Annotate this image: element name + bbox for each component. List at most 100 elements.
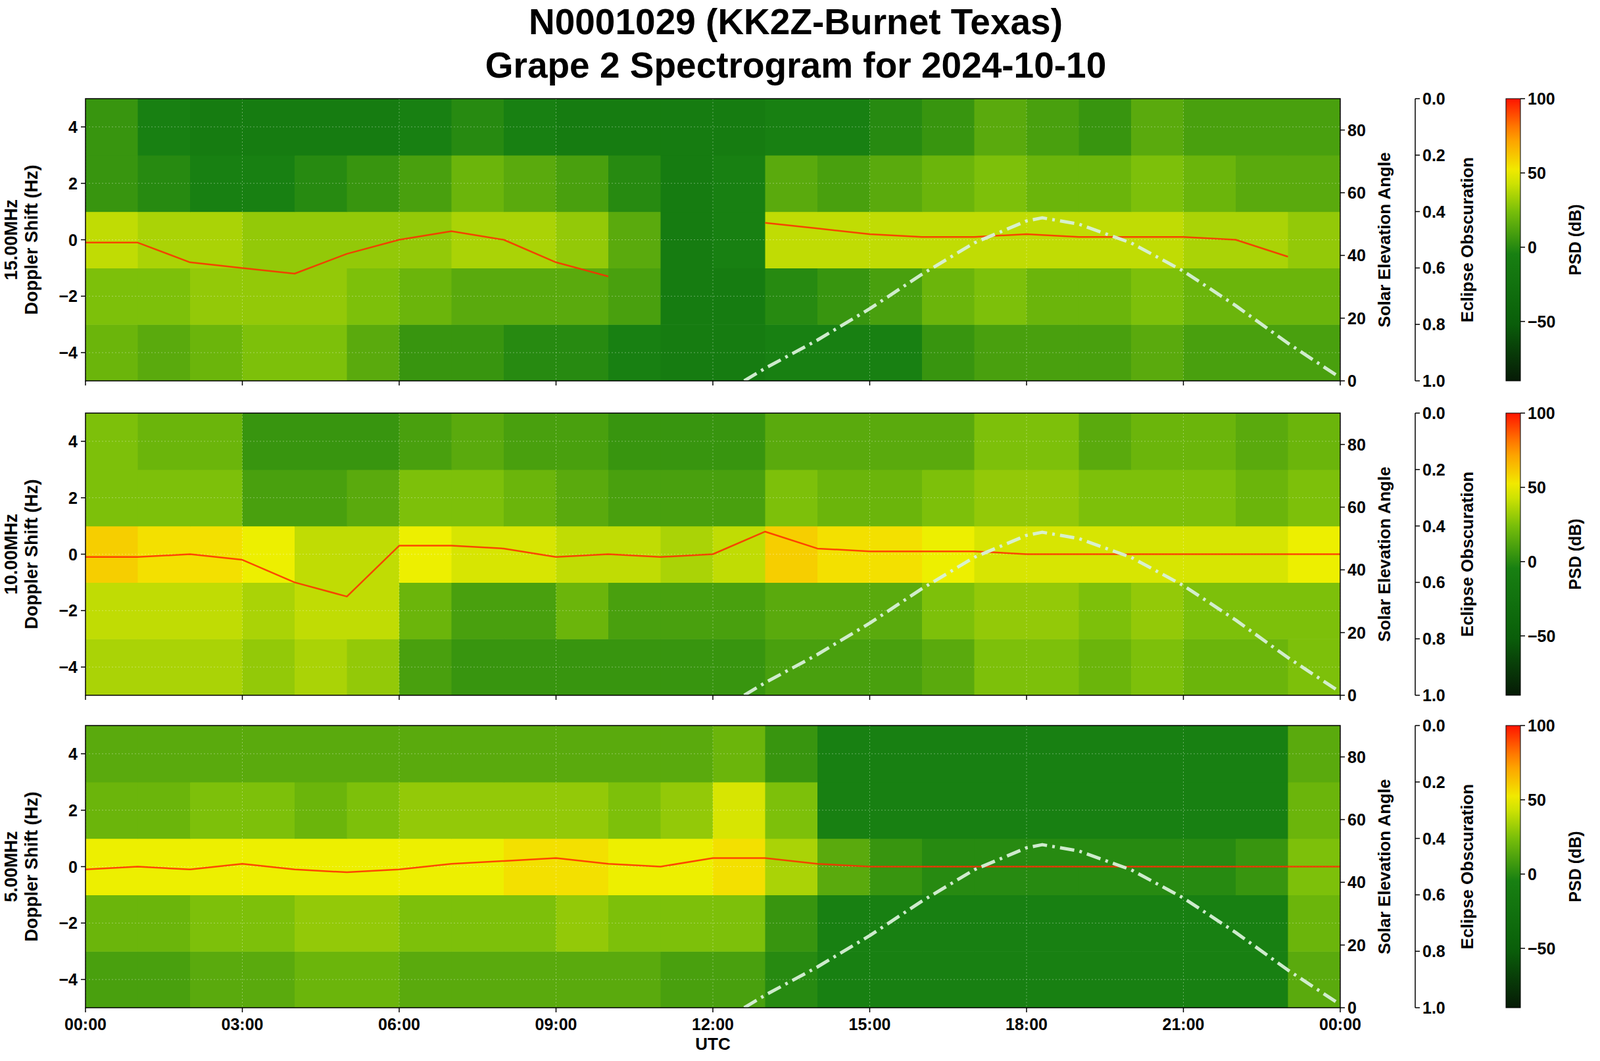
y3-tick-label: 0.4 bbox=[1422, 829, 1446, 848]
y-tick bbox=[80, 866, 86, 868]
y-tick-label: −4 bbox=[58, 657, 78, 677]
colorbar-tick-label: 100 bbox=[1527, 716, 1556, 735]
colorbar-tick bbox=[1520, 97, 1526, 100]
colorbar-tick bbox=[1520, 724, 1526, 727]
y-axis-title: 5.00MHz bbox=[1, 830, 22, 902]
y-axis-title: 15.00MHz bbox=[1, 199, 22, 281]
y3-axis-title: Eclipse Obscuration bbox=[1457, 783, 1478, 949]
x-tick bbox=[398, 380, 400, 386]
y3-axis-title: Eclipse Obscuration bbox=[1457, 471, 1478, 637]
y3-tick-label: 0.2 bbox=[1422, 460, 1446, 479]
y3-tick-label: 0.6 bbox=[1422, 258, 1446, 277]
y2-tick-label: 0 bbox=[1347, 371, 1357, 390]
x-tick bbox=[712, 380, 714, 386]
y2-axis-title: Solar Elevation Angle bbox=[1374, 778, 1395, 954]
y2-tick bbox=[1340, 506, 1345, 508]
y-tick-label: 2 bbox=[68, 488, 78, 508]
y2-tick bbox=[1340, 694, 1345, 696]
y2-tick bbox=[1340, 192, 1345, 194]
x-tick bbox=[1183, 1007, 1185, 1013]
y3-tick-label: 1.0 bbox=[1422, 371, 1446, 390]
x-tick-label: 09:00 bbox=[535, 1014, 578, 1034]
x-tick bbox=[242, 695, 244, 700]
y2-tick-label: 80 bbox=[1347, 747, 1366, 767]
grid-line bbox=[85, 610, 1341, 611]
x-tick bbox=[1183, 695, 1185, 700]
x-tick-label: 00:00 bbox=[64, 1014, 107, 1034]
plot-area bbox=[85, 725, 1341, 1008]
y3-tick bbox=[1415, 154, 1420, 156]
y2-tick-label: 40 bbox=[1347, 872, 1366, 892]
y2-tick-label: 40 bbox=[1347, 560, 1366, 579]
colorbar-tick bbox=[1520, 873, 1526, 875]
y-tick bbox=[80, 295, 86, 298]
y2-tick-label: 60 bbox=[1347, 183, 1366, 202]
title: Grape 2 Spectrogram for 2024-10-10 bbox=[485, 44, 1107, 86]
grid-line bbox=[242, 725, 243, 1008]
y3-tick bbox=[1415, 694, 1420, 696]
y2-tick bbox=[1340, 443, 1345, 446]
plot-area bbox=[85, 412, 1341, 696]
colorbar-tick-label: 0 bbox=[1527, 864, 1537, 884]
y2-tick-label: 20 bbox=[1347, 623, 1366, 642]
y3-tick-label: 1.0 bbox=[1422, 998, 1446, 1017]
y-tick-label: −2 bbox=[58, 286, 78, 306]
x-tick bbox=[555, 695, 558, 700]
y3-axis-line bbox=[1414, 412, 1416, 696]
colorbar-tick bbox=[1520, 172, 1526, 174]
colorbar-tick bbox=[1520, 246, 1526, 248]
y3-tick-label: 0.0 bbox=[1422, 403, 1446, 423]
colorbar-tick bbox=[1520, 320, 1526, 323]
y-tick bbox=[80, 922, 86, 924]
y3-tick bbox=[1415, 950, 1420, 952]
colorbar-tick bbox=[1520, 486, 1526, 488]
y3-tick-label: 0.8 bbox=[1422, 629, 1446, 648]
grid-line bbox=[85, 752, 1341, 754]
y-tick-label: 4 bbox=[68, 432, 78, 451]
x-tick bbox=[1339, 380, 1341, 386]
x-tick-label: 15:00 bbox=[848, 1014, 892, 1034]
grid-line bbox=[85, 497, 1341, 498]
colorbar-tick-label: 0 bbox=[1527, 552, 1537, 571]
x-tick bbox=[242, 1007, 244, 1013]
x-tick bbox=[1339, 695, 1341, 700]
grid-line bbox=[242, 98, 243, 381]
y-tick bbox=[80, 497, 86, 499]
colorbar-tick-label: 50 bbox=[1527, 790, 1547, 809]
x-tick-label: 12:00 bbox=[691, 1014, 734, 1034]
y2-tick-label: 0 bbox=[1347, 685, 1357, 705]
grid-line bbox=[1183, 98, 1184, 381]
colorbar bbox=[1505, 412, 1521, 696]
colorbar-title: PSD (dB) bbox=[1565, 830, 1585, 902]
y3-tick bbox=[1415, 781, 1420, 783]
grid-line bbox=[85, 352, 1341, 354]
solar-elevation-line bbox=[744, 217, 1341, 381]
grid-line bbox=[85, 440, 1341, 442]
y2-tick bbox=[1340, 944, 1345, 946]
x-tick bbox=[1025, 695, 1028, 700]
y-tick bbox=[80, 239, 86, 241]
x-tick bbox=[712, 1007, 714, 1013]
x-tick bbox=[398, 695, 400, 700]
x-tick-label: 18:00 bbox=[1005, 1014, 1048, 1034]
solar-elevation-line bbox=[744, 532, 1341, 696]
y3-tick-label: 0.6 bbox=[1422, 885, 1446, 904]
y3-tick bbox=[1415, 581, 1420, 584]
panel: −4−202410.00MHzDoppler Shift (Hz)0204060… bbox=[1, 403, 1585, 705]
y-tick bbox=[80, 978, 86, 980]
y2-tick bbox=[1340, 317, 1345, 319]
y-tick-label: 0 bbox=[68, 857, 78, 876]
y3-axis-line bbox=[1414, 98, 1416, 381]
y2-tick-label: 80 bbox=[1347, 435, 1366, 454]
colorbar-tick-label: 100 bbox=[1527, 89, 1556, 108]
grid-line bbox=[85, 979, 1341, 980]
grid-line bbox=[85, 666, 1341, 668]
y-tick bbox=[80, 126, 86, 128]
x-tick bbox=[712, 695, 714, 700]
y-tick bbox=[80, 610, 86, 612]
grid-line bbox=[85, 295, 1341, 297]
plot-area bbox=[85, 98, 1341, 381]
y3-tick bbox=[1415, 267, 1420, 269]
y2-tick bbox=[1340, 1006, 1345, 1009]
y-tick bbox=[80, 182, 86, 185]
